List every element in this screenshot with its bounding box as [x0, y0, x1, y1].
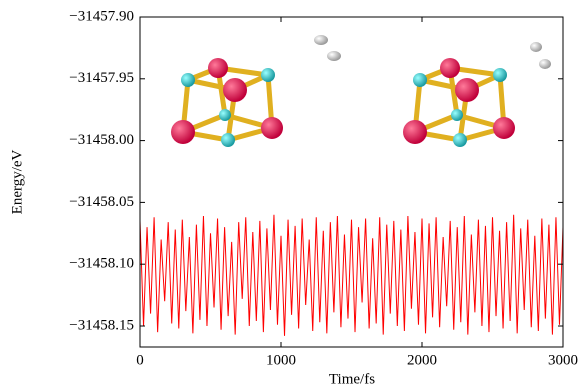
plot-frame	[140, 17, 563, 347]
chart: Time/fs Energy/eV −31457.90 −31457.95 −314…	[0, 0, 588, 390]
y-tick-label: −31457.95	[69, 70, 134, 86]
x-axis-label: Time/fs	[329, 371, 375, 387]
x-tick-label: 3000	[548, 352, 578, 368]
y-tick-label: −31458.00	[69, 132, 134, 148]
page: Time/fs Energy/eV −31457.90 −31457.95 −314…	[0, 0, 588, 390]
data-line	[140, 215, 563, 336]
x-tick-label: 2000	[407, 352, 437, 368]
molecule-inset	[171, 35, 551, 147]
y-tick-label: −31458.15	[69, 317, 134, 333]
y-tick-label: −31458.05	[69, 194, 134, 210]
x-tick-label: 0	[136, 352, 144, 368]
plot-area	[140, 215, 563, 336]
y-axis-label: Energy/eV	[9, 149, 25, 214]
y-tick-label: −31458.10	[69, 256, 134, 272]
x-tick-label: 1000	[266, 352, 296, 368]
y-tick-label: −31457.90	[69, 8, 134, 24]
